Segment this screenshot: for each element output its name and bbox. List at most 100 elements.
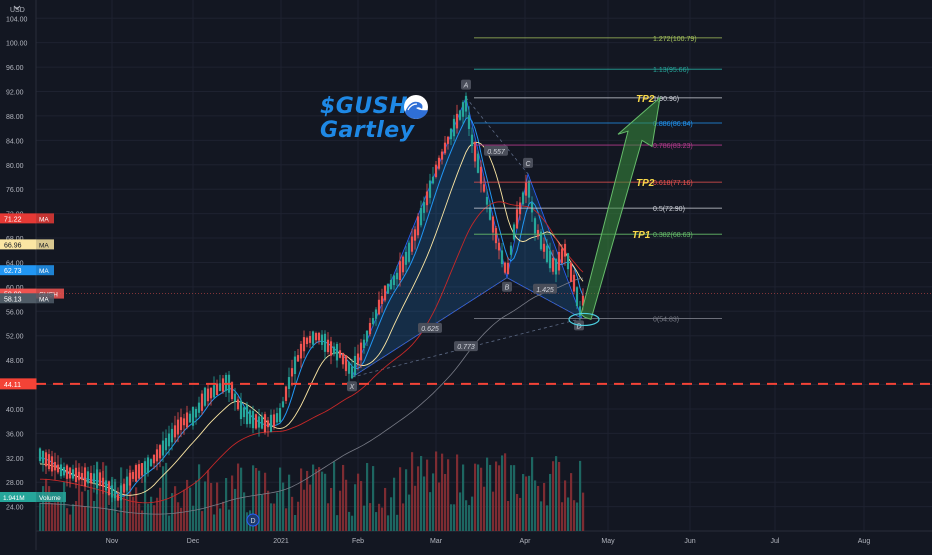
volume-bar xyxy=(75,501,78,531)
volume-bar xyxy=(204,481,207,531)
candle-body xyxy=(362,339,366,349)
candle-body xyxy=(398,261,402,281)
candle-body xyxy=(428,180,432,198)
candle-body xyxy=(272,414,276,427)
price-tick-label: 92.00 xyxy=(6,90,24,97)
candle-body xyxy=(287,377,291,389)
volume-bar xyxy=(558,461,561,531)
candle-body xyxy=(437,157,441,169)
candle-body xyxy=(110,485,114,498)
candle-body xyxy=(404,251,408,265)
target-label: TP2 xyxy=(636,178,655,189)
volume-bar xyxy=(216,482,219,531)
candle-body xyxy=(212,385,216,398)
volume-bar xyxy=(579,460,582,531)
candle-body xyxy=(350,366,354,379)
candle-body xyxy=(179,417,183,431)
candle-body xyxy=(452,118,456,137)
candle-body xyxy=(443,142,447,154)
candle-body xyxy=(266,420,270,428)
candle-body xyxy=(146,457,150,474)
candle-body xyxy=(302,337,306,352)
candle-body xyxy=(128,472,132,486)
volume-bar xyxy=(57,495,60,531)
volume-bar xyxy=(48,486,51,531)
price-badge-value-bg xyxy=(0,378,36,389)
candle-body xyxy=(173,425,177,438)
candle-body xyxy=(62,467,66,476)
candle-body xyxy=(89,472,93,483)
candle-body xyxy=(263,414,267,433)
candle-body xyxy=(524,182,528,196)
price-tick-label: 32.00 xyxy=(6,456,24,463)
annotation-title-line2: Gartley xyxy=(320,118,415,143)
volume-bar xyxy=(570,473,573,531)
volume-bar xyxy=(90,476,93,531)
candle-body xyxy=(86,471,90,484)
candle-body xyxy=(233,393,237,402)
candle-body xyxy=(155,449,159,462)
candle-body xyxy=(575,287,579,307)
candle-body xyxy=(560,248,564,263)
volume-bar xyxy=(483,486,486,531)
time-tick-label: 2021 xyxy=(273,538,289,545)
volume-bar xyxy=(543,482,546,531)
candle-body xyxy=(338,350,342,358)
volume-bar xyxy=(114,478,117,531)
candle-body xyxy=(104,480,108,491)
volume-bar xyxy=(144,467,147,531)
volume-bar xyxy=(306,470,309,531)
volume-bar xyxy=(198,464,201,531)
volume-bar xyxy=(480,467,483,531)
candle-body xyxy=(182,418,186,426)
candle-body xyxy=(392,275,396,286)
time-tick-label: Feb xyxy=(352,538,364,545)
candle-body xyxy=(581,295,585,306)
projection-arrow xyxy=(580,96,661,321)
volume-bar xyxy=(234,488,237,531)
price-tick-label: 76.00 xyxy=(6,187,24,194)
price-tick-label: 104.00 xyxy=(6,16,28,23)
candle-body xyxy=(251,410,255,429)
price-tick-label: 52.00 xyxy=(6,334,24,341)
volume-bar xyxy=(39,502,42,531)
candle-body xyxy=(305,337,309,345)
price-badge-label: MA xyxy=(39,268,49,275)
annotation-title: $GUSH Gartley xyxy=(320,95,415,143)
volume-bar xyxy=(264,472,267,531)
volume-bar xyxy=(132,496,135,531)
candle-body xyxy=(101,477,105,487)
volume-bar xyxy=(399,467,402,531)
candle-body xyxy=(131,471,135,479)
candle-body xyxy=(170,428,174,443)
fib-level-label: 1.272(100.79) xyxy=(653,36,697,43)
pattern-ratio-badge xyxy=(418,322,442,333)
volume-bar xyxy=(540,501,543,531)
volume-bar xyxy=(231,475,234,531)
chevron-down-icon xyxy=(13,5,21,10)
target-label: TP1 xyxy=(632,230,651,241)
candle-body xyxy=(431,176,435,184)
volume-bar xyxy=(552,461,555,531)
volume-bar xyxy=(366,463,369,531)
volume-bar xyxy=(285,508,288,531)
price-badge-value: 71.22 xyxy=(4,216,22,223)
volume-bar xyxy=(324,473,327,531)
volume-bar xyxy=(555,456,558,531)
volume-bar xyxy=(138,503,141,531)
candle-body xyxy=(530,202,534,213)
volume-bar xyxy=(72,504,75,531)
volume-bar xyxy=(357,473,360,531)
candle-body xyxy=(566,253,570,270)
candle-body xyxy=(308,336,312,343)
volume-bar xyxy=(243,492,246,531)
volume-bar xyxy=(192,505,195,531)
candle-body xyxy=(335,343,339,361)
pattern-ratio-label: 0.625 xyxy=(421,326,439,333)
volume-bar xyxy=(456,454,459,531)
volume-bar xyxy=(489,464,492,531)
candle-body xyxy=(377,299,381,315)
volume-bar xyxy=(261,494,264,531)
time-tick-label: Dec xyxy=(187,538,200,545)
